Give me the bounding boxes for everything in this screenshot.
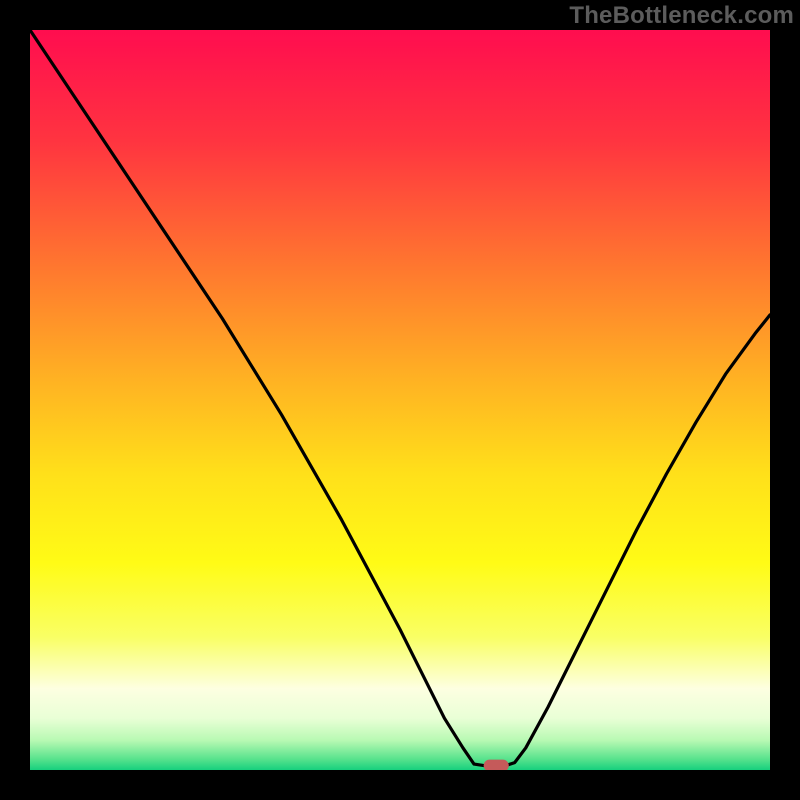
chart-container: TheBottleneck.com (0, 0, 800, 800)
plot-svg (30, 30, 770, 770)
minimum-marker (484, 760, 509, 770)
watermark-label: TheBottleneck.com (569, 2, 794, 30)
gradient-background (30, 30, 770, 770)
plot-area (30, 30, 770, 770)
